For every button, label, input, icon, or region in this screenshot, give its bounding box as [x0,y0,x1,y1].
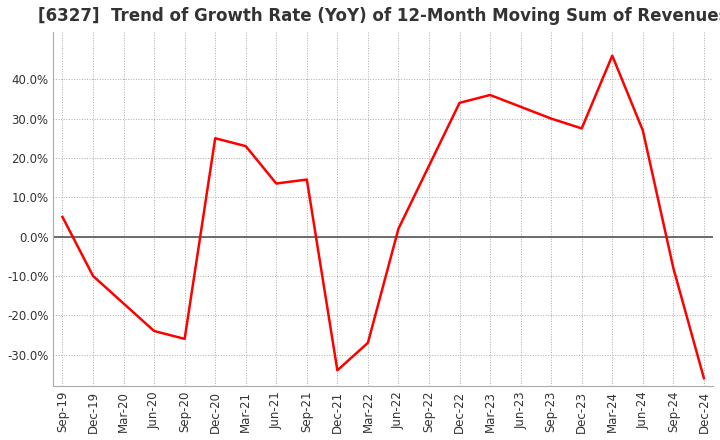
Title: [6327]  Trend of Growth Rate (YoY) of 12-Month Moving Sum of Revenues: [6327] Trend of Growth Rate (YoY) of 12-… [38,7,720,25]
